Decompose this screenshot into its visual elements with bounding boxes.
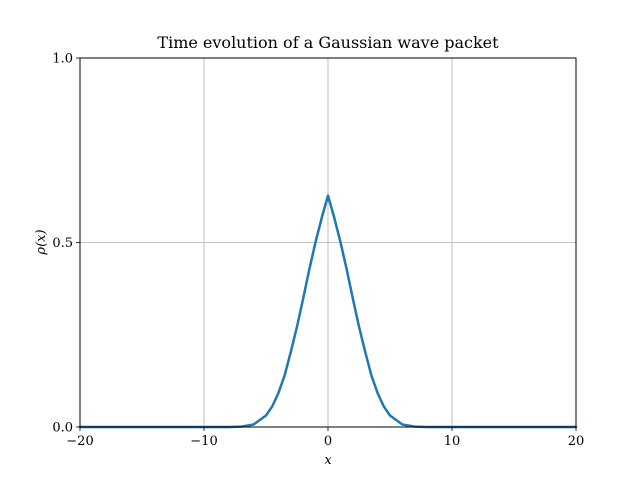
grid-lines xyxy=(79,57,577,428)
x-tick-label: 20 xyxy=(568,434,585,449)
y-tick-label: 0.5 xyxy=(52,236,73,251)
series-line-0 xyxy=(78,194,578,429)
ticks: −20 −10 0 10 20 0.0 0.5 1.0 xyxy=(52,52,584,450)
y-axis-label: ρ(x) xyxy=(34,229,49,255)
x-tick-label: 10 xyxy=(444,434,461,449)
x-tick-label: −20 xyxy=(66,434,93,449)
y-tick-label: 0.0 xyxy=(52,421,73,436)
x-tick-label: 0 xyxy=(324,434,332,449)
y-tick-label: 1.0 xyxy=(52,52,73,67)
plot-area xyxy=(78,194,578,429)
x-axis-label: x xyxy=(324,453,332,468)
x-tick-label: −10 xyxy=(190,434,217,449)
chart-title: Time evolution of a Gaussian wave packet xyxy=(157,33,499,52)
